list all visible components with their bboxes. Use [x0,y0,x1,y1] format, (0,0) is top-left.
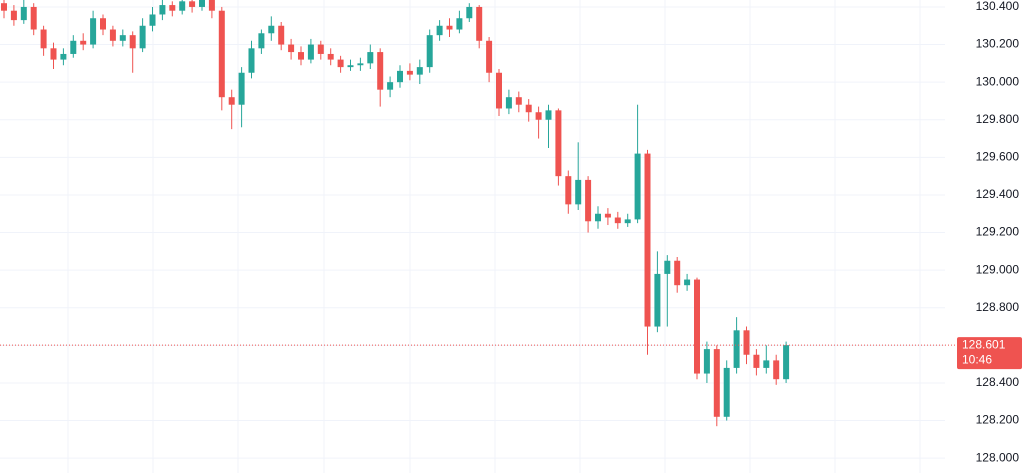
candle-body [139,25,146,49]
candle-body [634,153,641,220]
candle-body [189,1,196,7]
candle-body [604,213,611,218]
candle-body [218,10,225,98]
candle-body [515,97,522,105]
candle-body [397,70,403,83]
candle-body [387,82,394,90]
candle-body [288,44,295,53]
candle-body [100,18,106,30]
candle-body [109,29,116,41]
candle-body [763,360,770,368]
time-grid [67,0,921,473]
y-tick-label: 129.600 [976,150,1020,164]
candle-body [149,14,156,26]
candle-body [733,330,740,368]
candle-body [614,217,621,224]
candle-body [684,279,691,286]
candle-body [90,18,97,45]
candle-body [248,48,255,73]
candle-body [327,53,334,60]
candle-body [298,52,304,60]
candle-body [179,1,186,11]
candle-body [545,110,552,120]
y-tick-label: 130.000 [976,74,1020,88]
y-tick-label: 128.400 [976,375,1020,389]
candle-body [595,213,601,222]
candle-body [268,25,275,34]
candle-body [783,345,790,380]
candle-body [674,260,681,286]
candle-body [40,29,47,49]
candle-body [129,35,136,49]
candle-body [238,72,245,105]
candle-body [644,153,651,327]
y-tick-label: 130.200 [976,37,1020,51]
candle-body [456,18,463,30]
candle-body [585,179,592,222]
candle-body [753,354,760,368]
candle-body [773,360,780,380]
candle-body [723,367,730,417]
candle-body [347,65,354,68]
candle-body [317,44,324,54]
candle-body [496,72,502,109]
candle-body [743,330,750,355]
candle-body [694,279,700,374]
current-price-label: 128.601 [962,337,1006,351]
price-label-box [957,337,1022,370]
candle-body [367,52,374,64]
candle-body [228,97,235,105]
candle-body [307,44,314,60]
candle-body [535,112,542,120]
candle-body [565,176,572,205]
candle-body [426,35,433,68]
candle-body [505,97,512,109]
candle-body [654,273,661,327]
candle-body [199,0,205,7]
y-tick-label: 128.000 [976,450,1020,464]
candle-body [60,53,67,60]
candle-body [169,5,176,11]
y-tick-label: 129.000 [976,262,1020,276]
candle-body [30,6,37,30]
candle-body [486,40,493,73]
y-tick-label: 130.400 [976,0,1020,13]
candle-body [20,6,27,21]
candle-body [119,35,126,41]
candle-body [624,219,631,224]
candle-body [357,63,364,66]
candle-body [208,0,215,11]
candle-body [446,25,453,30]
y-tick-label: 129.400 [976,187,1020,201]
y-tick-label: 128.200 [976,413,1020,427]
candle-body [466,6,473,19]
candle-body [713,349,720,417]
y-tick-label: 129.800 [976,112,1020,126]
candle-body [278,25,285,45]
y-tick-label: 128.800 [976,300,1020,314]
candle-body [377,52,384,90]
candle-body [406,70,413,75]
candle-body [703,349,710,374]
candle-body [10,10,17,21]
candle-body [70,40,77,54]
candle-body [555,110,562,177]
candle-body [476,6,483,41]
candle-body [525,104,532,113]
candle-body [258,33,265,49]
countdown-label: 10:46 [962,352,992,366]
candle-body [80,40,87,45]
candle-body [337,59,344,68]
candle-body [575,179,582,205]
candle-body [1,3,7,11]
candle-body [159,5,166,15]
candle-body [50,48,57,60]
candle-body [416,67,423,75]
candle-body [436,25,443,36]
candle-body [664,260,671,274]
y-tick-label: 129.200 [976,225,1020,239]
